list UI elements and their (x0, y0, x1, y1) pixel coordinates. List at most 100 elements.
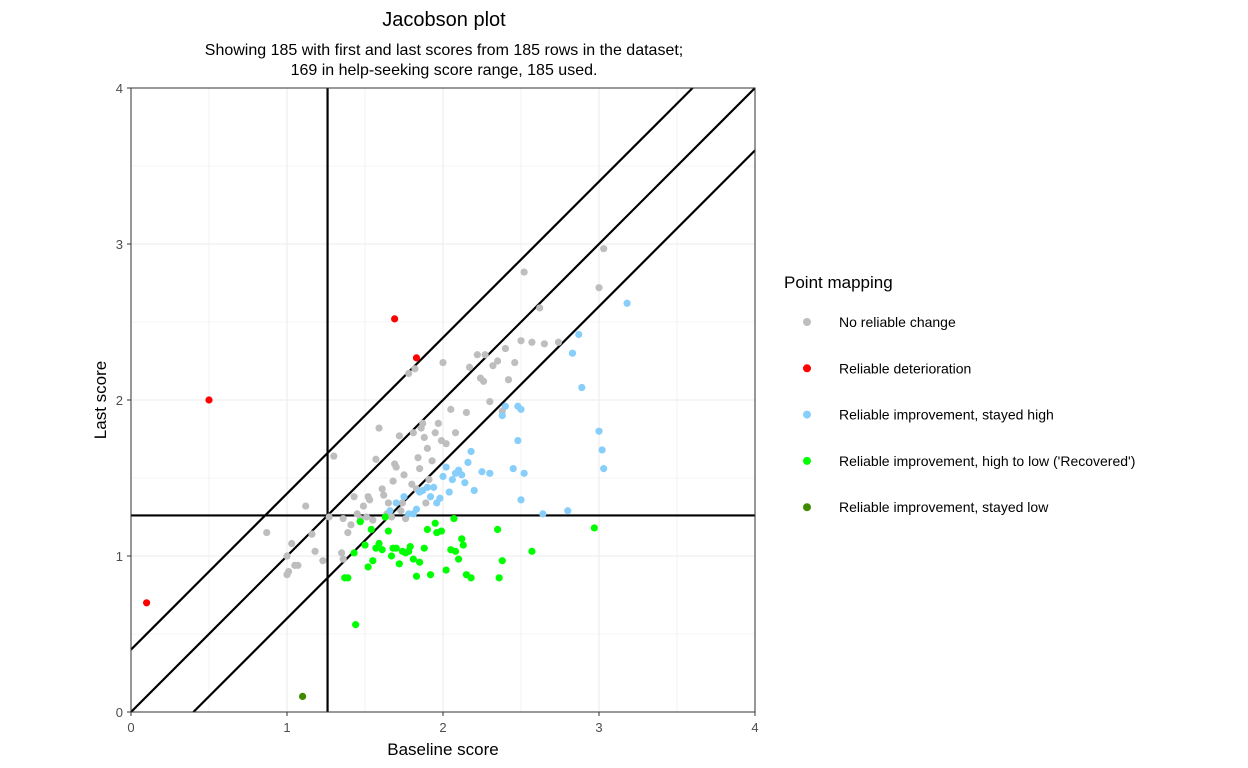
point-nrc (375, 424, 383, 432)
x-tick-label: 0 (127, 720, 134, 735)
point-recovered (395, 560, 403, 568)
point-imp_high (464, 458, 472, 466)
point-nrc (409, 429, 417, 437)
point-nrc (408, 480, 416, 488)
point-recovered (495, 574, 503, 582)
point-nrc (528, 338, 536, 346)
y-tick-label: 2 (116, 393, 123, 408)
point-nrc (465, 363, 474, 371)
x-tick-label: 2 (439, 720, 446, 735)
point-nrc (489, 362, 497, 370)
legend-label-det: Reliable deterioration (839, 360, 971, 376)
point-nrc (339, 555, 347, 563)
diagonal-line-3 (192, 149, 756, 713)
point-recovered (590, 524, 598, 532)
point-nrc (325, 513, 333, 521)
point-imp_high (426, 493, 435, 501)
point-nrc (405, 369, 413, 378)
legend-key-recovered (803, 456, 811, 465)
point-nrc (419, 419, 427, 427)
y-tick-label: 1 (116, 549, 123, 564)
point-nrc (395, 432, 403, 440)
legend: No reliable change Reliable deterioration… (803, 314, 1135, 515)
point-recovered (426, 571, 435, 579)
point-nrc (369, 516, 377, 524)
point-recovered (381, 513, 389, 521)
point-imp_high (412, 505, 421, 513)
point-recovered (494, 525, 502, 534)
point-recovered (356, 518, 364, 526)
point-recovered (344, 574, 352, 582)
x-tick-label: 1 (283, 720, 290, 735)
point-imp_high (423, 483, 431, 491)
point-imp_high (623, 299, 631, 307)
point-nrc (416, 465, 424, 473)
point-recovered (364, 563, 372, 571)
point-nrc (411, 365, 419, 373)
point-recovered (361, 541, 369, 549)
point-nrc (339, 514, 347, 523)
point-imp_high (461, 479, 469, 487)
point-det (391, 315, 399, 323)
point-imp_high (517, 496, 525, 504)
legend-key-imp_low (803, 503, 811, 512)
point-nrc (536, 304, 544, 312)
point-det (412, 354, 421, 362)
point-nrc (311, 547, 319, 555)
point-imp_high (439, 472, 447, 481)
y-tick-label: 3 (116, 237, 123, 252)
point-nrc (400, 471, 408, 479)
point-nrc (302, 502, 310, 510)
point-recovered (423, 525, 431, 534)
point-nrc (425, 475, 433, 484)
point-recovered (378, 546, 386, 554)
point-recovered (451, 547, 460, 555)
x-axis-ticks: 0 1 2 3 4 (127, 712, 759, 735)
point-nrc (479, 377, 488, 385)
y-axis-title: Last score (91, 361, 110, 439)
point-nrc (517, 337, 525, 345)
point-nrc (288, 539, 296, 548)
point-nrc (447, 405, 455, 413)
point-nrc (504, 376, 513, 384)
point-nrc (344, 529, 352, 537)
point-nrc (294, 561, 302, 569)
point-imp_high (509, 465, 517, 473)
y-axis-ticks: 0 1 2 3 4 (116, 81, 131, 720)
point-imp_high (568, 349, 577, 357)
point-imp_high (392, 499, 400, 507)
point-recovered (431, 519, 439, 527)
point-nrc (389, 477, 397, 485)
point-nrc (595, 284, 603, 292)
point-imp_high (478, 468, 486, 476)
point-nrc (319, 557, 327, 565)
point-nrc (397, 507, 405, 515)
legend-label-nrc: No reliable change (839, 314, 956, 330)
point-nrc (442, 440, 450, 448)
point-recovered (467, 574, 475, 582)
point-det (143, 599, 151, 607)
point-imp_high (442, 463, 450, 471)
point-nrc (330, 452, 338, 460)
point-nrc (420, 433, 428, 442)
point-recovered (458, 535, 466, 543)
point-imp_high (458, 471, 466, 479)
point-nrc (434, 419, 442, 427)
point-nrc (378, 485, 386, 493)
point-imp_high (445, 488, 453, 496)
legend-label-recovered: Reliable improvement, high to low ('Reco… (839, 453, 1135, 469)
point-imp_high (448, 475, 456, 484)
point-nrc (422, 499, 430, 507)
point-imp_high (467, 447, 475, 456)
point-nrc (372, 455, 380, 463)
point-nrc (308, 530, 316, 538)
legend-label-imp_low: Reliable improvement, stayed low (839, 499, 1049, 515)
y-tick-label: 4 (116, 81, 123, 96)
point-recovered (528, 547, 536, 555)
point-nrc (473, 351, 481, 359)
point-nrc (439, 358, 447, 367)
point-nrc (431, 429, 439, 437)
point-recovered (437, 527, 446, 535)
point-recovered (392, 544, 400, 552)
point-recovered (352, 621, 360, 629)
